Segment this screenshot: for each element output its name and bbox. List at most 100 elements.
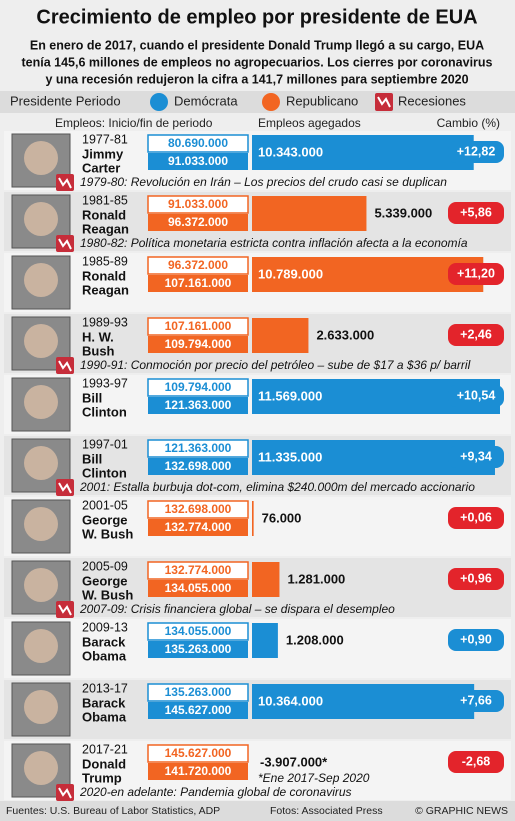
years: 1977-81 bbox=[82, 132, 128, 146]
president-name: George bbox=[82, 512, 128, 527]
jobs-start: 96.372.000 bbox=[168, 258, 228, 272]
start-box bbox=[147, 195, 249, 214]
president-name: Ronald bbox=[82, 207, 126, 222]
change-label: +0,90 bbox=[460, 632, 492, 646]
jobs-added-label: 11.335.000 bbox=[258, 449, 322, 464]
photo-face bbox=[24, 751, 58, 785]
president-name: Obama bbox=[82, 709, 127, 724]
change-badge bbox=[448, 751, 504, 773]
photo-face bbox=[24, 568, 58, 602]
change-label: +10,54 bbox=[457, 388, 496, 402]
footer-photos: Fotos: Associated Press bbox=[270, 805, 383, 817]
change-badge bbox=[448, 446, 504, 468]
jobs-added-label: 2.633.000 bbox=[316, 327, 374, 342]
jobs-added-bar bbox=[252, 562, 280, 597]
jobs-added-bar bbox=[252, 135, 474, 170]
subtitle: y una recesión redujeron la cifra a 141,… bbox=[45, 72, 468, 86]
recession-note: 1990-91: Conmoción por precio del petról… bbox=[80, 358, 471, 372]
start-box bbox=[147, 744, 249, 763]
years: 2013-17 bbox=[82, 681, 128, 695]
president-name: Obama bbox=[82, 648, 127, 663]
years: 1981-85 bbox=[82, 193, 128, 207]
years: 2009-13 bbox=[82, 620, 128, 634]
president-name: Barack bbox=[82, 695, 126, 710]
legend-recession: Recesiones bbox=[398, 93, 466, 108]
years: 1997-01 bbox=[82, 437, 128, 451]
end-box bbox=[148, 458, 248, 475]
legend-swatch bbox=[150, 93, 168, 111]
jobs-added-label: 5.339.000 bbox=[374, 205, 432, 220]
jobs-added-label: 1.281.000 bbox=[287, 571, 345, 586]
jobs-start: 134.055.000 bbox=[165, 624, 232, 638]
jobs-start: 109.794.000 bbox=[165, 380, 232, 394]
legend-entry: Republicano bbox=[286, 93, 358, 108]
start-box bbox=[147, 317, 249, 336]
legend: Demócrata Republicano bbox=[150, 93, 358, 111]
change-label: +9,34 bbox=[460, 449, 492, 463]
end-box bbox=[148, 763, 248, 780]
jobs-added-label: 10.364.000 bbox=[258, 693, 323, 708]
end-box bbox=[148, 336, 248, 353]
jobs-added-bar bbox=[252, 257, 484, 292]
jobs-end: 121.363.000 bbox=[165, 398, 232, 412]
jobs-added-bar bbox=[252, 318, 309, 353]
recession-note: 2001: Estalla burbuja dot-com, elimina $… bbox=[79, 480, 475, 494]
recession-legend: Recesiones bbox=[375, 93, 466, 111]
jobs-end: 107.161.000 bbox=[165, 276, 232, 290]
president-name: Trump bbox=[82, 770, 122, 785]
change-badge bbox=[448, 324, 504, 346]
jobs-end: 135.263.000 bbox=[165, 642, 232, 656]
recession-icon bbox=[58, 604, 72, 616]
jobs-end: 96.372.000 bbox=[168, 215, 228, 229]
jobs-added-bar bbox=[252, 196, 367, 231]
start-box bbox=[147, 378, 249, 397]
years: 1993-97 bbox=[82, 376, 128, 390]
recession-icon bbox=[58, 482, 72, 494]
jobs-end: 141.720.000 bbox=[165, 764, 232, 778]
president-name: Clinton bbox=[82, 465, 127, 480]
legend-swatch bbox=[262, 93, 280, 111]
jobs-start: 132.698.000 bbox=[165, 502, 232, 516]
jobs-added-label: 76.000 bbox=[262, 510, 302, 525]
years: 2017-21 bbox=[82, 742, 128, 756]
jobs-added-bar bbox=[252, 623, 278, 658]
recession-note: 2020-en adelante: Pandemia global de cor… bbox=[79, 785, 352, 799]
president-name: H. W. bbox=[82, 329, 114, 344]
end-box bbox=[148, 397, 248, 414]
president-name: Clinton bbox=[82, 404, 127, 419]
change-badge bbox=[448, 141, 504, 163]
start-box bbox=[147, 500, 249, 519]
end-box bbox=[148, 519, 248, 536]
president-name: Bill bbox=[82, 390, 102, 405]
jobs-end: 134.055.000 bbox=[165, 581, 232, 595]
subtitle: En enero de 2017, cuando el presidente D… bbox=[30, 38, 484, 52]
jobs-start: 135.263.000 bbox=[165, 685, 232, 699]
recession-note: 1979-80: Revolución en Irán – Los precio… bbox=[80, 175, 447, 189]
footnote: *Ene 2017-Sep 2020 bbox=[258, 771, 370, 785]
change-label: +7,66 bbox=[460, 693, 492, 707]
jobs-end: 91.033.000 bbox=[168, 154, 228, 168]
president-row: 1989-93H. W.Bush 107.161.000 109.794.000 2.… bbox=[4, 314, 511, 374]
jobs-added-bar bbox=[252, 684, 475, 719]
jobs-added-label: -3.907.000* bbox=[260, 754, 328, 769]
end-box bbox=[148, 580, 248, 597]
legend-label: Presidente Periodo bbox=[10, 93, 121, 108]
jobs-start: 107.161.000 bbox=[165, 319, 232, 333]
recession-note: 2007-09: Crisis financiera global – se d… bbox=[79, 602, 395, 616]
photo-face bbox=[24, 507, 58, 541]
president-name: George bbox=[82, 573, 128, 588]
change-badge bbox=[448, 507, 504, 529]
end-box bbox=[148, 214, 248, 231]
change-label: -2,68 bbox=[462, 754, 491, 768]
photo-face bbox=[24, 141, 58, 175]
president-name: Ronald bbox=[82, 268, 126, 283]
footer-band bbox=[0, 801, 515, 821]
